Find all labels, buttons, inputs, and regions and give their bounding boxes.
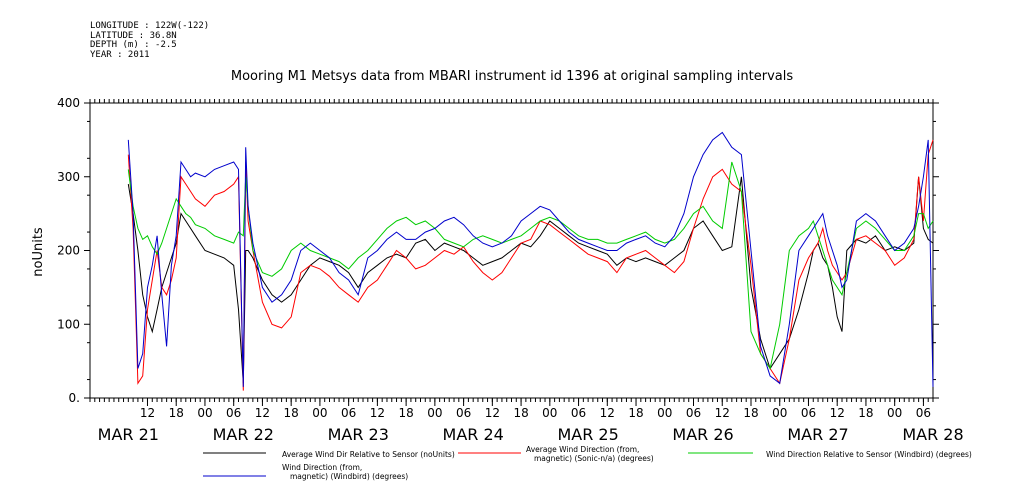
year-text: YEAR : 2011 (90, 49, 150, 60)
x-day-label: MAR 22 (213, 425, 274, 444)
legend-label: magnetic) (Windbird) (degrees) (290, 472, 408, 481)
x-tick-label: 18 (169, 406, 184, 420)
x-tick-label: 12 (370, 406, 385, 420)
series-line (127, 139, 934, 391)
latitude-text: LATITUDE : 36.8N (90, 30, 177, 41)
x-tick-label: 18 (284, 406, 299, 420)
x-day-label: MAR 21 (98, 425, 159, 444)
y-tick-label: 0. (69, 391, 80, 405)
y-tick-label: 100 (57, 317, 80, 331)
x-tick-label: 00 (427, 406, 442, 420)
x-tick-label: 12 (140, 406, 155, 420)
x-tick-label: 00 (657, 406, 672, 420)
x-tick-label: 00 (542, 406, 557, 420)
x-day-label: MAR 26 (672, 425, 733, 444)
y-axis-label: noUnits (31, 227, 46, 277)
x-tick-label: 00 (887, 406, 902, 420)
axes: 0. 100 200 300 400 12 18 00 06 12 18 00 06 12 18 00 06 12… (57, 96, 964, 444)
legend-label: Wind Direction (from, (282, 463, 362, 472)
chart-title: Mooring M1 Metsys data from MBARI instru… (231, 69, 793, 84)
x-tick-label: 12 (830, 406, 845, 420)
series-line (127, 161, 934, 370)
x-tick-label: 18 (398, 406, 413, 420)
x-tick-label: 00 (197, 406, 212, 420)
x-day-label: MAR 27 (787, 425, 848, 444)
x-day-label: MAR 25 (557, 425, 618, 444)
metadata-block: LONGITUDE : 122W(-122) LATITUDE : 36.8N … (90, 21, 210, 60)
x-tick-label: 00 (312, 406, 327, 420)
x-tick-label: 18 (628, 406, 643, 420)
longitude-text: LONGITUDE : 122W(-122) (90, 21, 210, 31)
x-tick-label: 06 (456, 406, 471, 420)
legend: Average Wind Dir Relative to Sensor (noU… (203, 445, 972, 481)
x-day-label: MAR 23 (328, 425, 389, 444)
x-tick-label: 06 (801, 406, 816, 420)
series-line (127, 176, 934, 384)
depth-text: DEPTH (m) : -2.5 (90, 40, 177, 50)
y-tick-label: 200 (57, 244, 80, 258)
legend-label: magnetic) (Sonic-n/a) (degrees) (534, 454, 654, 463)
series-line (127, 131, 934, 387)
x-tick-label: 06 (226, 406, 241, 420)
x-tick-label: 00 (772, 406, 787, 420)
legend-label: Average Wind Dir Relative to Sensor (noU… (282, 450, 455, 459)
x-tick-label: 18 (743, 406, 758, 420)
x-tick-label: 12 (600, 406, 615, 420)
x-tick-label: 18 (513, 406, 528, 420)
x-day-label: MAR 28 (902, 425, 963, 444)
y-tick-label: 400 (57, 96, 80, 110)
x-tick-label: 06 (916, 406, 931, 420)
x-tick-label: 06 (686, 406, 701, 420)
x-day-label: MAR 24 (443, 425, 504, 444)
legend-label: Wind Direction Relative to Sensor (Windb… (766, 450, 972, 459)
x-tick-label: 12 (485, 406, 500, 420)
legend-label: Average Wind Direction (from, (526, 445, 639, 454)
x-tick-label: 18 (858, 406, 873, 420)
series-layer (127, 131, 934, 391)
x-tick-label: 12 (255, 406, 270, 420)
x-tick-label: 12 (715, 406, 730, 420)
x-tick-label: 06 (571, 406, 586, 420)
x-tick-label: 06 (341, 406, 356, 420)
y-tick-label: 300 (57, 170, 80, 184)
